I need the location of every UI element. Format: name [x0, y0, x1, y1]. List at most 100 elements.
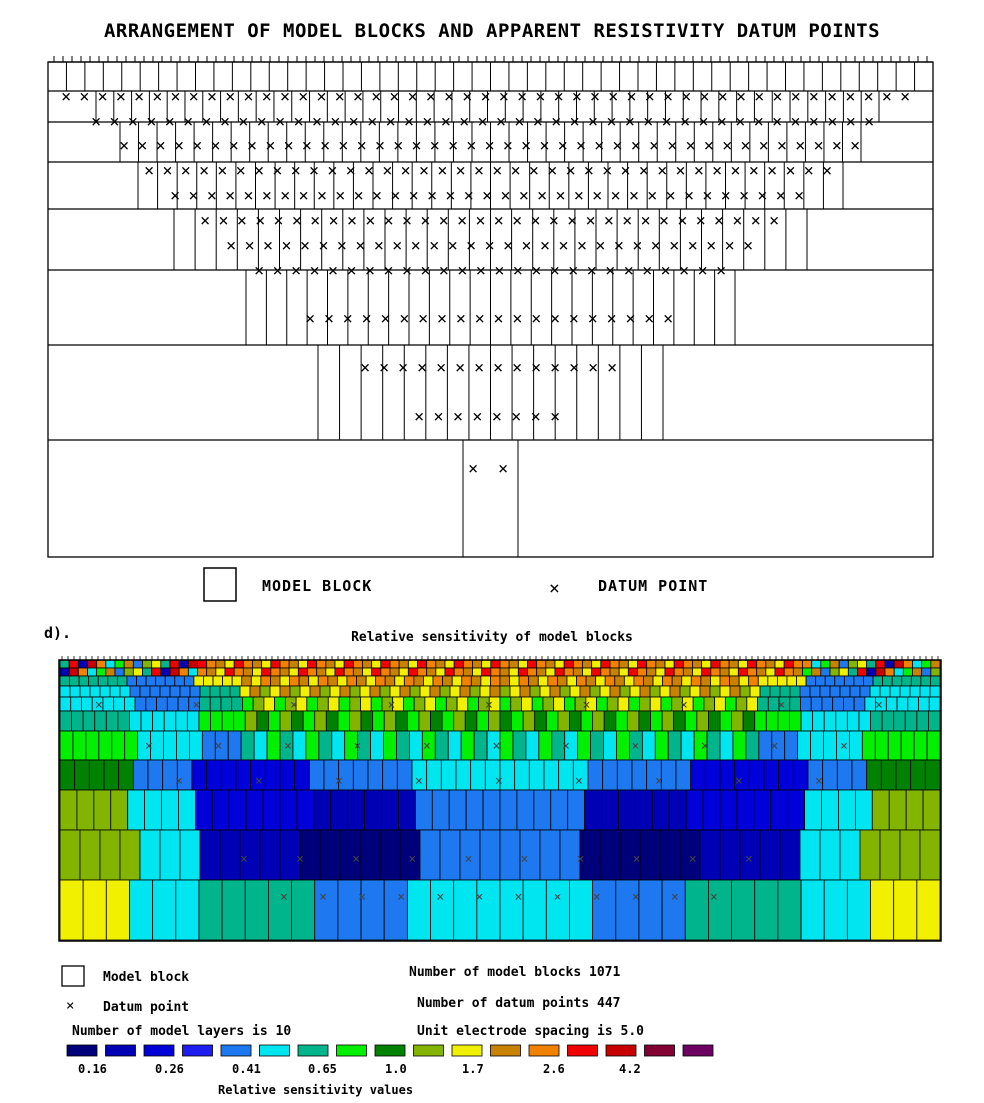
datum-point: × — [531, 309, 541, 329]
datum-point: × — [243, 186, 253, 206]
datum-point: × — [698, 112, 708, 132]
datum-point: × — [309, 161, 319, 181]
sensitivity-block — [292, 730, 307, 761]
datum-point: × — [328, 211, 338, 231]
datum-point: × — [642, 261, 652, 281]
sensitivity-block — [430, 710, 443, 732]
datum-point: × — [225, 186, 235, 206]
sensitivity-block — [799, 685, 811, 698]
legend-datum-point-label: DATUM POINT — [598, 577, 708, 595]
sensitivity-block — [302, 710, 316, 732]
datum-point: × — [417, 358, 427, 378]
sensitivity-block — [843, 675, 855, 687]
sensitivity-block — [105, 667, 116, 677]
datum-point: × — [769, 211, 779, 231]
sensitivity-block — [279, 667, 290, 677]
sensitivity-block — [434, 730, 449, 761]
sensitivity-block — [219, 829, 241, 881]
sensitivity-block — [836, 759, 853, 791]
sensitivity-block — [77, 659, 88, 669]
datum-point: × — [272, 261, 282, 281]
sensitivity-block — [264, 759, 281, 791]
datum-point: × — [666, 186, 676, 206]
sensitivity-datum-point: × — [815, 774, 823, 789]
sensitivity-block — [490, 659, 501, 669]
sensitivity-block — [870, 710, 883, 732]
sensitivity-block — [885, 696, 898, 712]
sensitivity-block — [414, 789, 433, 831]
datum-point: × — [360, 358, 370, 378]
sensitivity-block — [531, 696, 544, 712]
sensitivity-block — [317, 675, 329, 687]
sensitivity-block — [476, 710, 489, 732]
sensitivity-block — [426, 667, 437, 677]
datum-point: × — [827, 112, 837, 132]
sensitivity-block — [269, 685, 281, 698]
sensitivity-block — [472, 659, 483, 669]
datum-point: × — [739, 186, 749, 206]
sensitivity-block — [763, 759, 780, 791]
colorbar-swatch — [105, 1044, 136, 1057]
datum-point: × — [832, 136, 842, 156]
sensitivity-block — [470, 759, 486, 791]
sensitivity-block — [549, 685, 561, 698]
sensitivity-block — [380, 667, 391, 677]
datum-point: × — [371, 87, 381, 107]
sensitivity-block — [701, 659, 712, 669]
sensitivity-block — [616, 759, 633, 791]
datum-point: × — [681, 87, 691, 107]
sensitivity-datum-point: × — [408, 852, 416, 867]
sensitivity-block — [314, 710, 327, 732]
datum-point: × — [226, 236, 236, 256]
sensitivity-block — [518, 675, 530, 687]
sensitivity-block — [679, 685, 691, 698]
sensitivity-block — [700, 675, 711, 687]
sensitivity-block — [417, 659, 428, 669]
sensitivity-block — [268, 710, 281, 732]
datum-point: × — [850, 136, 860, 156]
colorbar-swatch — [220, 1044, 252, 1057]
sensitivity-block — [719, 789, 738, 831]
colorbar-swatch — [682, 1044, 714, 1057]
sensitivity-block — [76, 789, 95, 831]
sensitivity-block — [759, 685, 771, 698]
sensitivity-block — [603, 730, 617, 761]
sensitivity-block — [308, 759, 325, 791]
sensitivity-block — [461, 675, 472, 687]
sensitivity-block — [360, 710, 374, 732]
datum-point: × — [324, 309, 334, 329]
sensitivity-block — [858, 710, 871, 732]
datum-point: × — [300, 236, 310, 256]
datum-point: × — [464, 186, 474, 206]
legend-model-block-label: MODEL BLOCK — [262, 577, 372, 595]
sensitivity-block — [59, 730, 74, 761]
sensitivity-block — [920, 675, 931, 687]
datum-point: × — [445, 186, 455, 206]
sensitivity-block — [441, 710, 455, 732]
datum-point: × — [791, 87, 801, 107]
sensitivity-block — [521, 696, 533, 712]
sensitivity-block — [893, 710, 906, 732]
colorbar-swatch — [374, 1044, 406, 1057]
sensitivity-block — [582, 659, 593, 669]
sensitivity-block — [198, 710, 211, 732]
sensitivity-block — [221, 710, 235, 732]
sensitivity-datum-point: × — [593, 890, 601, 905]
sensitivity-block — [394, 675, 405, 687]
sensitivity-block — [786, 675, 797, 687]
sensitivity-block — [710, 667, 721, 677]
sensitivity-block — [256, 710, 269, 732]
sensitivity-block — [259, 685, 271, 698]
sensitivity-block — [846, 879, 871, 941]
sensitivity-block — [652, 675, 664, 687]
datum-point: × — [809, 87, 819, 107]
sensitivity-block — [469, 685, 481, 698]
sensitivity-block — [823, 710, 837, 732]
sensitivity-datum-point: × — [354, 739, 362, 754]
sensitivity-block — [896, 696, 909, 712]
sensitivity-block — [179, 685, 191, 698]
datum-point: × — [402, 211, 412, 231]
datum-point: × — [511, 407, 521, 427]
sensitivity-block — [316, 667, 327, 677]
datum-point: × — [686, 136, 696, 156]
